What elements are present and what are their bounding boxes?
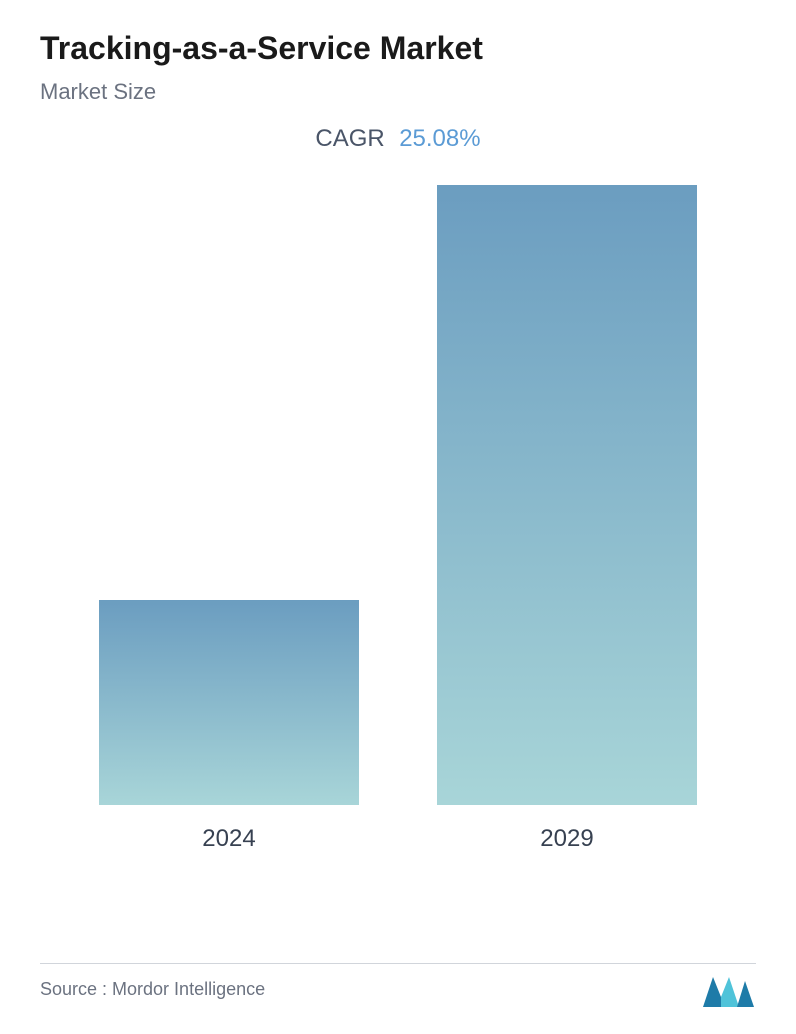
chart-area: 2024 2029 xyxy=(60,183,736,853)
footer-divider xyxy=(40,963,756,964)
source-text: Source : Mordor Intelligence xyxy=(40,979,265,1000)
mordor-logo-icon xyxy=(701,969,756,1009)
cagr-label: CAGR xyxy=(315,125,384,152)
bar-wrapper-0: 2024 xyxy=(77,600,381,853)
chart-title: Tracking-as-a-Service Market xyxy=(40,30,756,67)
bar-0 xyxy=(99,600,359,805)
bar-1 xyxy=(437,185,697,805)
footer: Source : Mordor Intelligence xyxy=(40,969,756,1009)
chart-subtitle: Market Size xyxy=(40,79,756,105)
bar-label-0: 2024 xyxy=(202,825,255,853)
cagr-value: 25.08% xyxy=(399,125,480,152)
bar-wrapper-1: 2029 xyxy=(415,185,719,853)
bar-label-1: 2029 xyxy=(540,825,593,853)
cagr-container: CAGR 25.08% xyxy=(40,125,756,153)
